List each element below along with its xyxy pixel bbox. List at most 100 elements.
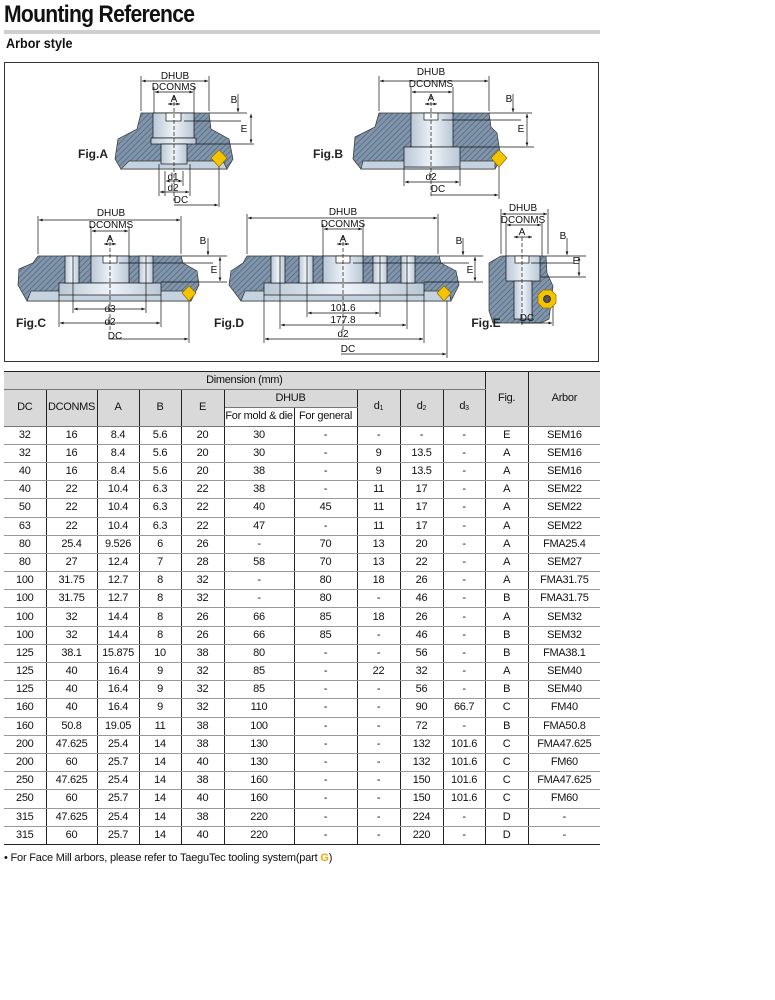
cell-dhub-general: - — [293, 426, 358, 445]
cell-dconms: 32 — [45, 626, 98, 645]
cell-b: 6.3 — [138, 517, 182, 536]
table-row: 160 50.8 19.05 11 38 100- -72- B FMA50.8 — [4, 717, 601, 736]
cell-d1: - — [356, 698, 401, 718]
cell-dc: 160 — [4, 698, 47, 718]
col-header-general: For general — [293, 407, 357, 427]
cell-arbor: SEM32 — [527, 626, 601, 645]
cell-arbor: FMA47.625 — [527, 771, 601, 791]
cell-d3: - — [442, 517, 486, 536]
cell-e: 40 — [180, 753, 225, 773]
cell-dhub-mold: 30 — [223, 426, 295, 445]
cell-arbor: SEM16 — [527, 444, 601, 463]
cell-d1: 11 — [356, 517, 401, 536]
cell-e: 32 — [180, 571, 225, 591]
cell-dc: 50 — [4, 498, 47, 518]
cell-dhub-general: - — [293, 698, 358, 718]
cell-d3: 66.7 — [442, 698, 486, 718]
table-body: 32 16 8.4 5.6 20 30- - - - E SEM16 32 16 8.4 5.6 20 30-9… — [4, 426, 601, 845]
cell-a: 25.4 — [96, 771, 140, 791]
cell-dc: 250 — [4, 789, 47, 809]
table-row: 50 22 10.4 6.3 22 40 45 11 17- A SEM22 — [4, 498, 601, 518]
cell-dhub-mold: 38 — [223, 480, 295, 500]
cell-d2: 17 — [399, 517, 444, 536]
mounting-figures-panel: DHUB DCONMS A B E d1 d2 DC Fig.A DHUB DC… — [4, 62, 599, 362]
title-divider — [4, 30, 600, 34]
cell-d3: - — [442, 626, 486, 645]
cell-e: 32 — [180, 662, 225, 682]
cell-dconms: 25.4 — [45, 535, 98, 554]
cell-a: 12.7 — [96, 571, 140, 591]
cell-b: 14 — [138, 826, 182, 845]
fig-b-b-label: B — [506, 94, 513, 105]
fig-a-dc-label: DC — [174, 195, 188, 206]
cell-d1: 13 — [356, 553, 401, 573]
cell-d1: 9 — [356, 462, 401, 482]
cell-dhub-mold: - — [223, 571, 295, 591]
cell-fig: A — [484, 662, 529, 682]
cell-dhub-mold: 85 — [223, 662, 295, 682]
col-header-dc: DC — [4, 389, 47, 427]
fig-a-a-label: A — [171, 94, 178, 105]
cell-b: 10 — [138, 644, 182, 664]
cell-arbor: SEM16 — [527, 462, 601, 482]
cell-arbor: SEM22 — [527, 517, 601, 536]
cell-dhub-mold: - — [223, 535, 295, 554]
part-g-reference[interactable]: G — [320, 852, 329, 864]
cell-arbor: FMA50.8 — [527, 717, 601, 736]
cell-d2: 224 — [399, 808, 444, 827]
cell-dhub-general: 85 — [293, 607, 358, 627]
cell-d1: - — [356, 753, 401, 773]
cell-dc: 250 — [4, 771, 47, 791]
cell-b: 8 — [138, 607, 182, 627]
cell-dc: 63 — [4, 517, 47, 536]
cell-dc: 100 — [4, 571, 47, 591]
fig-a-drawing — [114, 76, 254, 207]
cell-d1: 22 — [356, 662, 401, 682]
cell-e: 20 — [180, 426, 225, 445]
cell-arbor: FMA25.4 — [527, 535, 601, 554]
cell-arbor: SEM22 — [527, 498, 601, 518]
cell-a: 19.05 — [96, 717, 140, 736]
cell-dhub-general: - — [293, 680, 358, 700]
cell-d2: 26 — [399, 607, 444, 627]
table-row: 100 31.75 12.7 8 32-80-46- B FMA31.75 — [4, 589, 601, 609]
cell-dhub-general: - — [293, 826, 358, 845]
fig-c-e-label: E — [211, 265, 218, 276]
cell-dhub-mold: 160 — [223, 789, 295, 809]
cell-dhub-general: - — [293, 753, 358, 773]
cell-dhub-general: - — [293, 462, 358, 482]
cell-d1: 13 — [356, 535, 401, 554]
cell-fig: A — [484, 571, 529, 591]
cell-dconms: 60 — [45, 826, 98, 845]
cell-dconms: 22 — [45, 517, 98, 536]
cell-dhub-mold: - — [223, 589, 295, 609]
cell-b: 5.6 — [138, 444, 182, 463]
col-header-arbor: Arbor — [527, 371, 601, 427]
cell-dc: 80 — [4, 535, 47, 554]
cell-d1: 11 — [356, 498, 401, 518]
cell-fig: B — [484, 644, 529, 664]
cell-a: 25.7 — [96, 826, 140, 845]
cell-dhub-general: - — [293, 644, 358, 664]
cell-d2: - — [399, 426, 444, 445]
cell-a: 14.4 — [96, 607, 140, 627]
cell-dconms: 40 — [45, 662, 98, 682]
cell-b: 8 — [138, 571, 182, 591]
cell-a: 25.7 — [96, 789, 140, 809]
fig-a-d2-label: d2 — [167, 183, 179, 194]
cell-fig: C — [484, 789, 529, 809]
fig-e-title: Fig.E — [471, 316, 500, 330]
cell-d1: - — [356, 589, 401, 609]
cell-fig: D — [484, 808, 529, 827]
cell-e: 38 — [180, 808, 225, 827]
cell-b: 5.6 — [138, 462, 182, 482]
cell-e: 22 — [180, 517, 225, 536]
cell-fig: A — [484, 480, 529, 500]
cell-arbor: SEM32 — [527, 607, 601, 627]
table-row: 80 25.4 9.526 6 26-70 13 20- A FMA25.4 — [4, 535, 601, 554]
fig-e-e-label: E — [573, 256, 580, 267]
cell-dhub-mold: 66 — [223, 626, 295, 645]
cell-d1: - — [356, 680, 401, 700]
fig-e-a-label: A — [519, 227, 526, 238]
cell-d2: 56 — [399, 644, 444, 664]
